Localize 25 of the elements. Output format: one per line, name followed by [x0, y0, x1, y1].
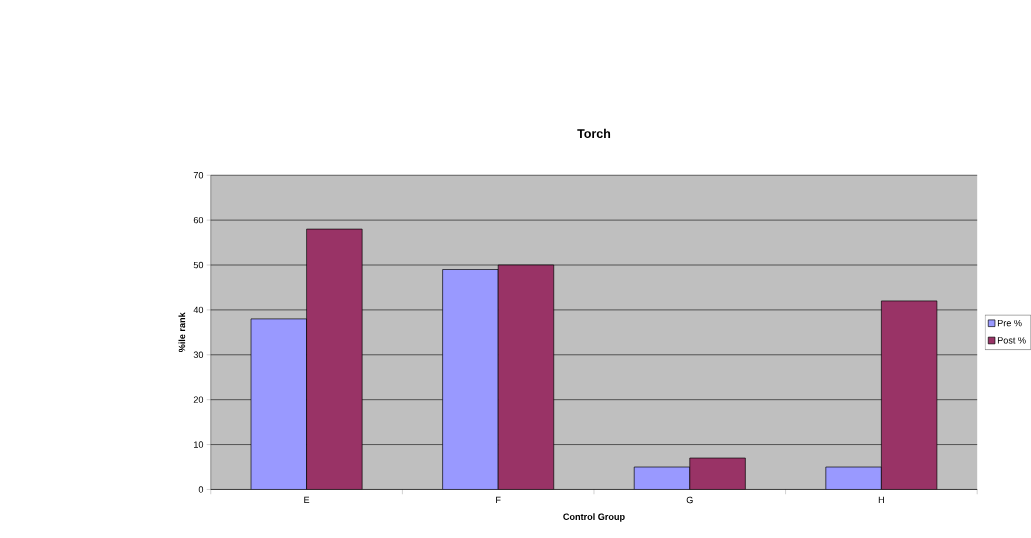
x-axis-title: Control Group [563, 513, 625, 522]
y-tick-label: 50 [193, 261, 204, 269]
bar [689, 457, 746, 490]
x-tick-label: H [878, 496, 884, 503]
bar [633, 466, 691, 490]
x-tick-label: E [304, 496, 310, 503]
chart-title: Torch [577, 128, 611, 138]
legend-label: Pre % [997, 319, 1022, 327]
y-tick-label: 70 [193, 171, 204, 179]
y-tick-label: 20 [193, 396, 204, 403]
bar [250, 318, 307, 490]
bar [442, 268, 499, 490]
y-tick-label: 0 [198, 486, 204, 493]
x-tick-label: G [686, 496, 693, 504]
y-tick-label: 40 [193, 306, 204, 313]
y-axis-title: %ile rank [178, 312, 186, 352]
x-tick-label: F [496, 496, 501, 503]
legend-label: Post % [997, 336, 1026, 344]
bar [825, 466, 882, 490]
bar [497, 264, 555, 490]
bar [306, 228, 363, 490]
y-tick-label: 30 [193, 351, 204, 358]
y-tick-label: 60 [193, 216, 204, 224]
bar [881, 300, 938, 490]
y-tick-label: 10 [194, 441, 204, 448]
